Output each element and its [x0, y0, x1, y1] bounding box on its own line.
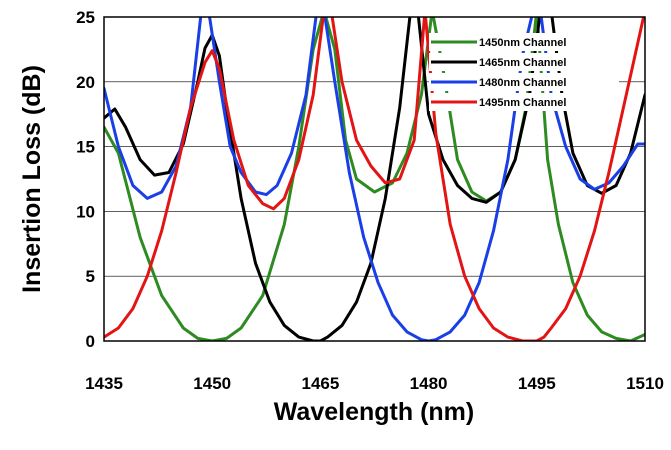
legend-label: 1480nm Channel: [479, 77, 566, 89]
legend-label: 1450nm Channel: [479, 37, 566, 49]
y-tick-label: 15: [76, 138, 95, 157]
series-line-3: [104, 17, 645, 341]
y-axis-ticks: 0 5 10 15 20 25: [76, 8, 95, 351]
legend-item-bg: [429, 93, 619, 111]
x-axis-title: Wavelength (nm): [274, 398, 474, 426]
y-axis-title: Insertion Loss (dB): [18, 65, 46, 293]
legend-item-bg: [429, 73, 619, 91]
legend-item-bg: [429, 53, 619, 71]
y-tick-label: 20: [76, 73, 95, 92]
y-tick-label: 25: [76, 8, 95, 27]
x-tick-label: 1435: [85, 374, 123, 393]
series-line-1: [104, 17, 645, 341]
y-tick-label: 5: [86, 267, 95, 286]
x-tick-label: 1510: [626, 374, 664, 393]
x-tick-label: 1465: [301, 374, 339, 393]
plot-frame: [103, 16, 646, 342]
legend-item-bg: [429, 33, 619, 51]
legend-label: 1465nm Channel: [479, 57, 566, 69]
x-axis-ticks: 1435 1450 1465 1480 1495 1510: [85, 374, 664, 393]
x-tick-label: 1480: [410, 374, 448, 393]
x-tick-label: 1450: [193, 374, 231, 393]
x-tick-label: 1495: [518, 374, 556, 393]
legend: 1450nm Channel 1465nm Channel 1480nm Chann…: [429, 33, 619, 111]
legend-label: 1495nm Channel: [479, 97, 566, 109]
y-tick-label: 10: [76, 202, 95, 221]
y-tick-label: 0: [86, 332, 95, 351]
